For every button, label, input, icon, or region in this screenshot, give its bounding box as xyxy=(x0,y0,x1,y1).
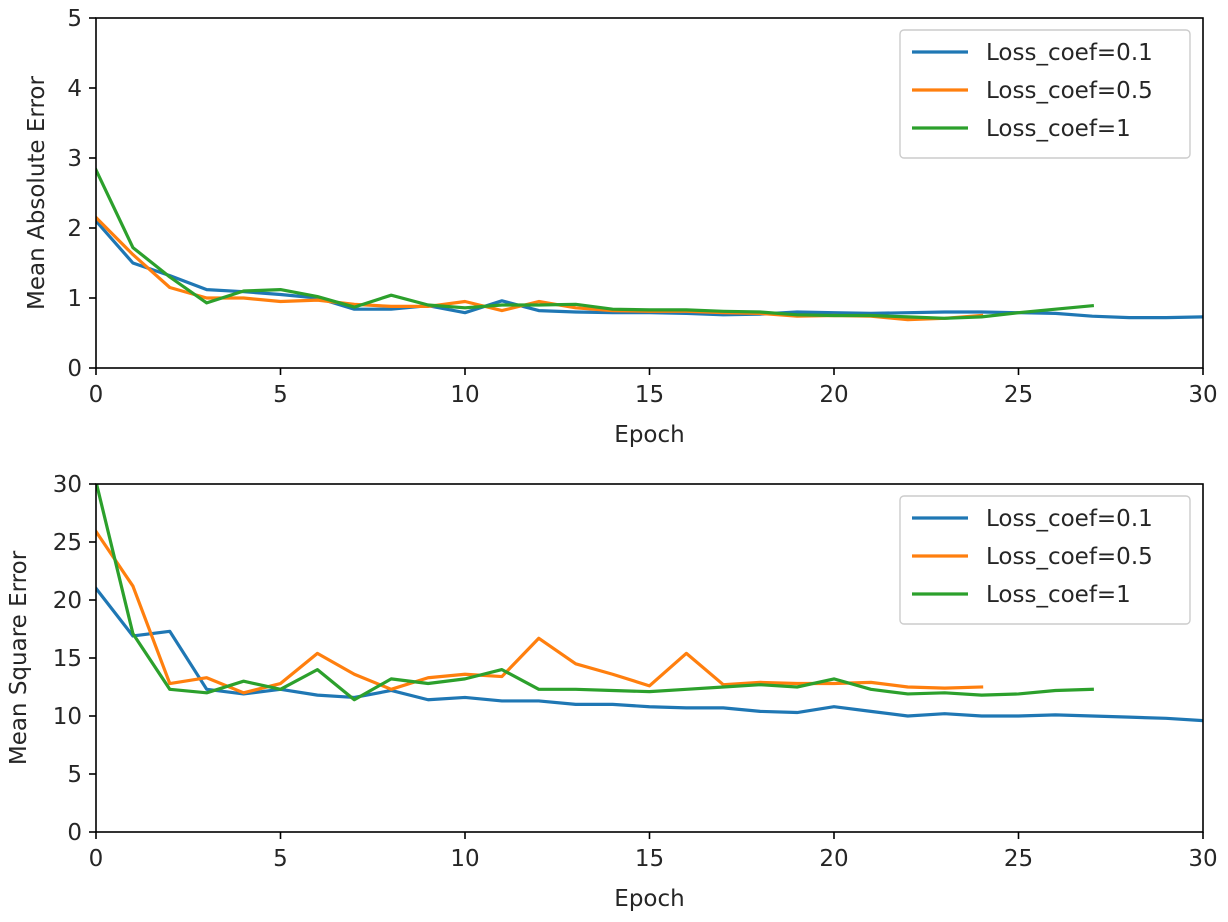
series-line-3 xyxy=(96,167,1095,320)
x-tick-label: 0 xyxy=(89,382,104,408)
x-tick-label: 30 xyxy=(1188,846,1217,872)
x-tick-label: 10 xyxy=(450,846,479,872)
legend-label-2: Loss_coef=0.5 xyxy=(986,78,1153,104)
chart-panel-2: 0 5 10 15 20 25 30 0 5 10 15 20 25 30 Epoch Mean Square… xyxy=(6,472,1218,912)
x-tick-label: 25 xyxy=(1004,382,1033,408)
x-axis-label: Epoch xyxy=(614,422,684,448)
y-tick-label: 2 xyxy=(67,216,82,242)
legend-box xyxy=(899,29,1191,159)
series-line-3 xyxy=(96,484,1094,702)
x-tick-label: 10 xyxy=(450,382,479,408)
series-line-1 xyxy=(96,218,1203,320)
x-tick-label: 5 xyxy=(273,846,288,872)
x-axis-label: Epoch xyxy=(614,886,684,912)
y-axis-label: Mean Absolute Error xyxy=(24,76,50,310)
legend: Loss_coef=0.1 Loss_coef=0.5 Loss_coef=1 xyxy=(899,495,1191,625)
x-tick-label: 25 xyxy=(1004,846,1033,872)
y-tick-label: 1 xyxy=(67,286,82,312)
x-tick-label: 15 xyxy=(635,846,664,872)
legend-box xyxy=(899,495,1191,625)
legend-label-3: Loss_coef=1 xyxy=(986,582,1131,608)
x-tick-label: 20 xyxy=(819,382,848,408)
y-tick-label: 5 xyxy=(67,6,82,32)
y-tick-label: 10 xyxy=(53,704,82,730)
x-tick-label: 5 xyxy=(273,382,288,408)
y-tick-label: 20 xyxy=(53,588,82,614)
legend-label-1: Loss_coef=0.1 xyxy=(986,40,1153,66)
legend-label-1: Loss_coef=0.1 xyxy=(986,506,1153,532)
chart-panel-1: 0 5 10 15 20 25 30 0 1 2 3 4 5 Epoch Mean Absolute Err… xyxy=(24,6,1218,448)
y-tick-label: 0 xyxy=(67,356,82,382)
y-tick-label: 4 xyxy=(67,76,82,102)
y-tick-label: 25 xyxy=(53,530,82,556)
y-tick-label: 0 xyxy=(67,820,82,846)
x-tick-label: 20 xyxy=(819,846,848,872)
x-tick-label: 15 xyxy=(635,382,664,408)
y-tick-label: 5 xyxy=(67,762,82,788)
legend-label-3: Loss_coef=1 xyxy=(986,116,1131,142)
series-line-2 xyxy=(96,529,984,695)
y-tick-label: 15 xyxy=(53,646,82,672)
x-tick-label: 0 xyxy=(89,846,104,872)
y-tick-label: 30 xyxy=(53,472,82,498)
y-axis-label: Mean Square Error xyxy=(6,550,32,765)
legend: Loss_coef=0.1 Loss_coef=0.5 Loss_coef=1 xyxy=(899,29,1191,159)
y-tick-label: 3 xyxy=(67,146,82,172)
x-tick-label: 30 xyxy=(1188,382,1217,408)
legend-label-2: Loss_coef=0.5 xyxy=(986,544,1153,570)
